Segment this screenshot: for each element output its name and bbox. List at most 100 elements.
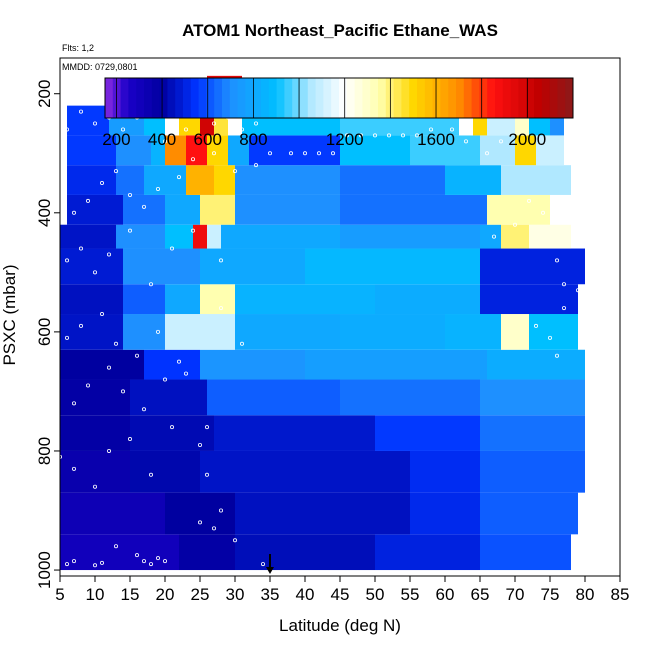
colorbar-swatch (222, 78, 231, 118)
heatmap-cell-0-1 (179, 534, 235, 571)
heatmap-cell-6-4 (340, 314, 445, 350)
heatmap-cell-3-0 (60, 415, 130, 451)
heatmap-cell-0-4 (480, 534, 571, 571)
sample-marker (288, 151, 293, 156)
heatmap-cell-9-5 (221, 224, 340, 249)
colorbar-swatch (261, 78, 270, 118)
sample-marker (498, 139, 503, 144)
sample-marker (218, 306, 223, 311)
heatmap-cell-0-0 (60, 534, 179, 571)
heatmap-cell-6-2 (165, 314, 235, 350)
heatmap-cell-1-4 (480, 492, 578, 535)
colorbar-swatch (112, 78, 122, 118)
sample-marker (114, 544, 119, 549)
heatmap-cell-4-2 (207, 379, 340, 416)
colorbar-swatch (362, 78, 371, 118)
colorbar-swatch (300, 78, 309, 118)
colorbar-swatch (253, 78, 262, 118)
sample-marker (428, 127, 433, 132)
heatmap-cell-3-2 (214, 415, 375, 451)
colorbar-swatch (245, 78, 254, 118)
heatmap-cell-8-2 (200, 248, 305, 285)
heatmap-cell-2-4 (480, 450, 585, 493)
heatmap-cell-10-4 (235, 194, 340, 225)
sample-marker (218, 258, 223, 263)
heatmap-cell-12-7 (249, 135, 340, 166)
heatmap-cell-9-9 (529, 224, 571, 249)
sample-marker (218, 508, 223, 513)
heatmap-cell-7-0 (60, 284, 123, 315)
heatmap-cell-9-7 (480, 224, 501, 249)
heatmap-cell-9-1 (116, 224, 165, 249)
colorbar-swatch (206, 78, 215, 118)
sample-marker (576, 288, 581, 293)
sample-marker (162, 559, 167, 564)
colorbar-swatch (417, 78, 426, 118)
heatmap-cell-2-1 (130, 450, 200, 493)
sample-marker (93, 484, 98, 489)
colorbar-swatch (448, 78, 457, 118)
heatmap-cell-5-3 (305, 349, 487, 380)
heatmap-cell-4-4 (480, 379, 585, 416)
sample-marker (107, 365, 112, 370)
x-tick-label: 20 (156, 585, 175, 604)
colorbar-swatch (105, 78, 114, 118)
sample-marker (155, 329, 160, 334)
heatmap-cell-6-5 (445, 314, 501, 350)
colorbar-swatch (432, 78, 441, 118)
sample-marker (86, 383, 91, 388)
sample-marker (107, 252, 112, 257)
heatmap-cell-10-7 (550, 194, 571, 225)
sample-marker (344, 133, 349, 138)
colorbar-swatch (284, 78, 293, 118)
y-tick-label: 200 (35, 80, 54, 108)
colorbar-swatch (479, 78, 488, 118)
heatmap-cell-6-3 (235, 314, 340, 350)
sample-marker (114, 169, 119, 174)
colorbar-swatch (214, 78, 223, 118)
colorbar-swatch (385, 78, 395, 118)
colorbar-swatch (370, 78, 379, 118)
colorbar-swatch (237, 78, 246, 118)
heatmap-cell-12-5 (207, 135, 228, 166)
sample-marker (562, 282, 567, 287)
sample-marker (197, 520, 202, 525)
colorbar-swatch (526, 78, 535, 118)
heatmap-cell-7-5 (375, 284, 480, 315)
colorbar-swatch (502, 78, 512, 118)
sample-marker (155, 186, 160, 191)
colorbar-swatch (136, 78, 145, 118)
sample-marker (155, 556, 160, 561)
colorbar-swatch (339, 78, 348, 118)
sample-marker (127, 228, 132, 233)
sample-marker (183, 127, 188, 132)
sample-marker (127, 192, 132, 197)
sample-marker (148, 562, 153, 567)
sample-marker (548, 335, 553, 340)
heatmap-cell-6-1 (123, 314, 165, 350)
colorbar-swatch (510, 78, 519, 118)
x-tick-label: 85 (611, 585, 630, 604)
sample-marker (127, 437, 132, 442)
sample-marker (65, 335, 70, 340)
sample-marker (260, 562, 265, 567)
sample-marker (414, 133, 419, 138)
sample-marker (267, 151, 272, 156)
heatmap-cell-11-7 (445, 165, 501, 195)
colorbar-swatch (268, 78, 278, 118)
chart-title: ATOM1 Northeast_Pacific Ethane_WAS (182, 21, 498, 40)
colorbar-swatch (541, 78, 551, 118)
x-tick-label: 40 (296, 585, 315, 604)
heatmap-cell-12-0 (67, 135, 116, 166)
heatmap-cell-4-0 (60, 379, 130, 416)
x-tick-label: 50 (366, 585, 385, 604)
sample-marker (162, 139, 167, 144)
heatmap-cell-1-3 (410, 492, 480, 535)
sample-marker (386, 133, 391, 138)
sample-marker (72, 401, 77, 406)
sample-marker (121, 389, 126, 394)
heatmap-cell-11-5 (235, 165, 340, 195)
sample-marker (141, 407, 146, 412)
sample-marker (555, 353, 560, 358)
sample-marker (114, 341, 119, 346)
